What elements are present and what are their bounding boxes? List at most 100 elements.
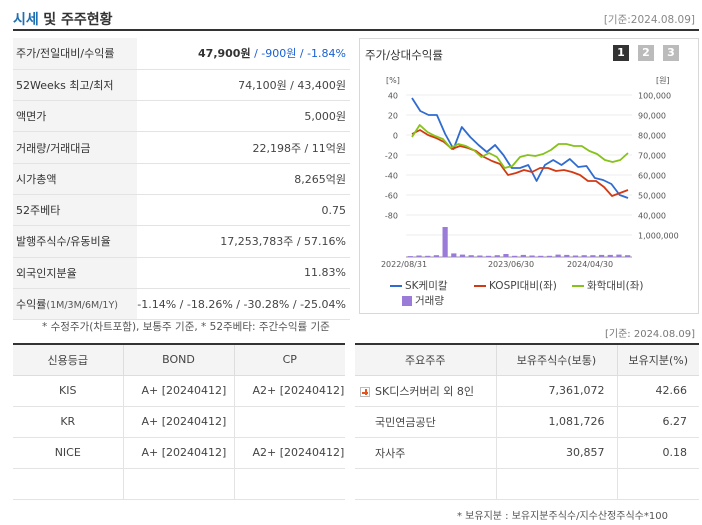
section-title: 시세 및 주주현황	[13, 9, 113, 29]
table-row: SK디스커버리 외 8인 7,361,072 42.66	[355, 375, 699, 407]
chart-page-3-button[interactable]: 3	[663, 45, 679, 61]
table-row	[13, 468, 345, 500]
row-value: 11.83%	[137, 257, 350, 289]
row-label: 주가/전일대비/수익률	[13, 38, 138, 70]
volume-bar	[546, 255, 553, 257]
title-main: 시세	[13, 12, 39, 28]
chart-page-1-button[interactable]: 1	[613, 45, 629, 61]
volume-bar	[503, 254, 509, 257]
price-change: / -900원 / -1.84%	[250, 47, 346, 61]
volume-bar	[607, 254, 613, 257]
table-row: 액면가 5,000원	[13, 100, 350, 133]
cell-cp: A2+ [20240412]	[234, 375, 345, 407]
volume-bar	[581, 255, 587, 257]
legend-sk: SK케미칼	[390, 278, 448, 293]
row-value: 22,198주 / 11억원	[137, 131, 350, 164]
table-row: 자사주 30,857 0.18	[355, 437, 699, 469]
price-summary-table: 주가/전일대비/수익률 47,900원 / -900원 / -1.84% 52W…	[13, 38, 350, 321]
legend-volume: 거래량	[402, 293, 444, 308]
cell-bond: A+ [20240412]	[123, 375, 235, 407]
cell-holder-name	[355, 468, 497, 500]
section-header: 시세 및 주주현황 [기준:2024.08.09]	[13, 0, 699, 31]
volume-bar	[572, 255, 579, 257]
return-label: 수익률	[16, 298, 47, 312]
volume-bar	[477, 255, 483, 257]
legend-swatch	[474, 285, 486, 287]
volume-bar	[590, 255, 596, 257]
col-header: BOND	[123, 344, 235, 376]
cell-agency	[13, 468, 124, 500]
chart-page-2-button[interactable]: 2	[638, 45, 654, 61]
x-tick-label: 2023/06/30	[488, 260, 534, 269]
volume-bar	[598, 254, 605, 257]
cell-shares: 30,857	[496, 437, 618, 469]
x-tick-label: 2022/08/31	[381, 260, 427, 269]
volume-bar	[625, 255, 631, 257]
return-periods: (1M/3M/6M/1Y)	[46, 300, 118, 312]
legend-label: SK케미칼	[405, 280, 448, 292]
table-row	[355, 468, 699, 500]
y-right-tick-label: 100,000	[638, 92, 671, 101]
y-right-axis-label: [원]	[656, 76, 670, 85]
y-left-tick-label: -60	[385, 192, 398, 201]
cell-pct: 6.27	[617, 406, 699, 438]
row-label: 시가총액	[13, 163, 138, 195]
volume-bar	[459, 254, 466, 257]
table-row: 수익률(1M/3M/6M/1Y) -1.14% / -18.26% / -30.…	[13, 288, 350, 321]
row-label: 액면가	[13, 100, 138, 133]
series-line	[411, 97, 629, 199]
volume-bar	[442, 227, 448, 257]
cell-bond: A+ [20240412]	[123, 437, 235, 469]
volume-bar	[564, 254, 570, 257]
cell-holder-name: 자사주	[355, 437, 497, 469]
cell-cp	[234, 468, 345, 500]
expand-plus-icon[interactable]	[360, 386, 370, 397]
cell-holder-name: SK디스커버리 외 8인	[355, 375, 497, 407]
price-return-chart: 40 100,000 20 90,000 0 80,000 -20 70,000 -40 60,0…	[381, 76, 679, 269]
price-note: * 수정주가(차트포함), 보통주 기준, * 52주베타: 주간수익률 기준	[42, 321, 330, 333]
legend-kospi: KOSPI대비(좌)	[474, 278, 557, 293]
col-header: 신용등급	[13, 344, 124, 376]
volume-bar	[407, 256, 413, 257]
row-label: 발행주식수/유동비율	[13, 225, 138, 258]
y-left-tick-label: 20	[388, 112, 398, 121]
cell-pct	[617, 468, 699, 500]
col-header: 보유지분(%)	[617, 344, 699, 376]
col-header: CP	[234, 344, 345, 376]
y-left-tick-label: -80	[385, 212, 398, 221]
volume-bar	[538, 255, 544, 257]
volume-bar	[512, 255, 518, 257]
volume-bar	[520, 254, 526, 257]
table-row: 거래량/거래대금 22,198주 / 11억원	[13, 131, 350, 164]
y-right-tick-label: 70,000	[638, 152, 666, 161]
row-label: 52Weeks 최고/최저	[13, 69, 138, 102]
chart-panel: 주가/상대수익률 1 2 3 40 100,000 20 90,000 0 80,000 -…	[359, 38, 699, 314]
volume-bar	[468, 255, 474, 257]
legend-swatch	[572, 285, 584, 287]
row-label: 외국인지분율	[13, 257, 138, 289]
y-right-tick-label: 80,000	[638, 132, 666, 141]
cell-cp: A2+ [20240412]	[234, 437, 345, 469]
y-left-tick-label: -20	[385, 152, 398, 161]
table-row: KIS A+ [20240412] A2+ [20240412]	[13, 375, 345, 407]
table-row: 국민연금공단 1,081,726 6.27	[355, 406, 699, 438]
col-header: 보유주식수(보통)	[496, 344, 618, 376]
legend-swatch	[402, 296, 412, 306]
row-value: 0.75	[137, 194, 350, 227]
volume-bar	[451, 253, 457, 257]
cell-agency: NICE	[13, 437, 124, 469]
row-value: 5,000원	[137, 100, 350, 133]
row-value: 17,253,783주 / 57.16%	[137, 225, 350, 258]
credit-rating-table: 신용등급 BOND CP KIS A+ [20240412] A2+ [2024…	[13, 343, 345, 500]
volume-tick-label: 1,000,000	[638, 232, 679, 241]
volume-bar	[616, 254, 622, 257]
volume-bar	[416, 255, 422, 257]
table-row: 발행주식수/유동비율 17,253,783주 / 57.16%	[13, 225, 350, 258]
holder-note: * 보유지분 : 보유지분주식수/지수산정주식수*100	[457, 511, 668, 522]
table-row: 52Weeks 최고/최저 74,100원 / 43,400원	[13, 69, 350, 102]
table-header-row: 신용등급 BOND CP	[13, 344, 345, 376]
x-tick-label: 2024/04/30	[567, 260, 613, 269]
y-right-tick-label: 90,000	[638, 112, 666, 121]
y-right-tick-label: 40,000	[638, 212, 666, 221]
holder-name: SK디스커버리 외 8인	[375, 384, 475, 398]
